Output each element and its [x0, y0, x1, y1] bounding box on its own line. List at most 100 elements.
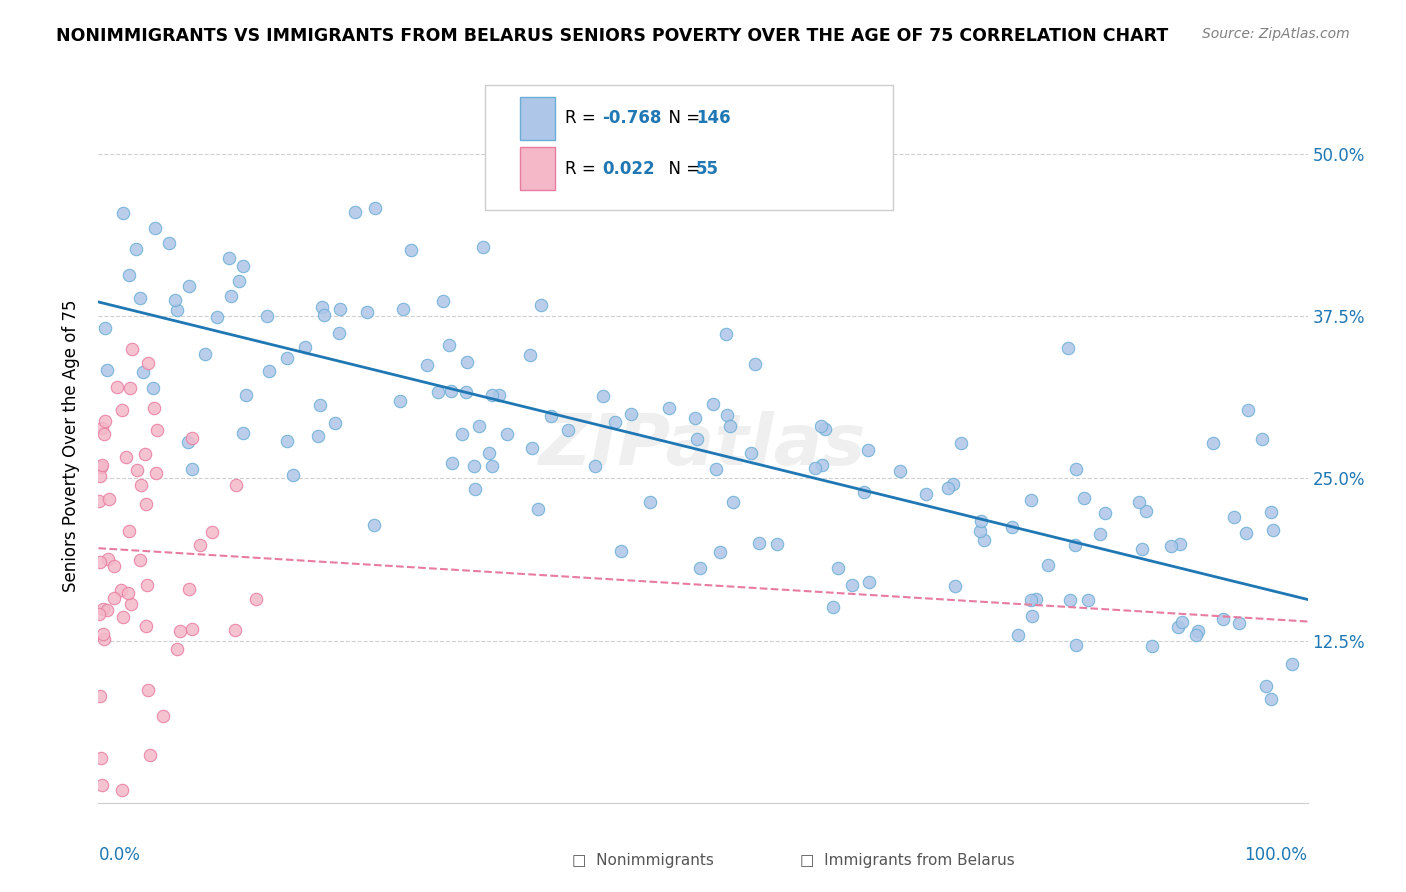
Point: [943, 578, 966, 592]
Point: [451, 427, 474, 442]
Point: [520, 442, 543, 456]
Point: [89, 689, 111, 703]
Point: [294, 340, 316, 354]
Point: [686, 432, 709, 446]
Point: [744, 357, 766, 371]
Point: [166, 302, 188, 317]
Y-axis label: Seniors Poverty Over the Age of 75: Seniors Poverty Over the Age of 75: [62, 300, 80, 592]
Point: [145, 466, 167, 480]
Point: [969, 514, 991, 528]
Point: [344, 205, 367, 219]
Point: [1135, 504, 1157, 518]
Point: [821, 599, 844, 614]
Point: [257, 364, 280, 378]
Point: [96, 603, 118, 617]
Point: [194, 347, 217, 361]
Point: [440, 456, 463, 470]
Point: [93, 602, 115, 616]
Point: [325, 416, 347, 430]
Point: [152, 709, 174, 723]
Point: [1019, 492, 1042, 507]
Point: [685, 411, 707, 425]
Text: NONIMMIGRANTS VS IMMIGRANTS FROM BELARUS SENIORS POVERTY OVER THE AGE OF 75 CORR: NONIMMIGRANTS VS IMMIGRANTS FROM BELARUS…: [56, 27, 1168, 45]
Point: [96, 362, 118, 376]
Point: [121, 342, 143, 356]
Point: [478, 446, 501, 460]
Text: N =: N =: [658, 110, 706, 128]
Point: [245, 592, 267, 607]
Point: [392, 301, 415, 316]
Point: [125, 242, 148, 256]
Point: [90, 458, 112, 472]
Point: [810, 419, 832, 434]
Point: [1185, 627, 1208, 641]
Point: [464, 482, 486, 496]
Point: [766, 537, 789, 551]
Point: [103, 558, 125, 573]
Text: -0.768: -0.768: [602, 110, 661, 128]
Point: [276, 351, 298, 366]
Point: [136, 356, 159, 370]
Point: [1128, 494, 1150, 508]
Point: [169, 624, 191, 639]
Point: [827, 561, 849, 575]
Point: [1234, 525, 1257, 540]
Point: [1171, 615, 1194, 630]
Point: [364, 201, 387, 215]
Point: [129, 291, 152, 305]
Point: [427, 384, 450, 399]
Point: [177, 582, 200, 596]
Point: [1140, 639, 1163, 653]
Point: [401, 243, 423, 257]
Text: 0.022: 0.022: [602, 160, 654, 178]
Point: [1260, 504, 1282, 518]
Point: [969, 524, 991, 538]
Point: [415, 358, 437, 372]
Point: [437, 338, 460, 352]
Point: [1064, 638, 1087, 652]
Point: [1227, 616, 1250, 631]
Point: [181, 431, 204, 445]
Point: [166, 642, 188, 657]
Point: [225, 478, 247, 492]
Text: 0.0%: 0.0%: [98, 846, 141, 863]
Point: [456, 354, 478, 368]
Point: [530, 297, 553, 311]
Point: [1001, 520, 1024, 534]
Point: [432, 294, 454, 309]
Point: [180, 462, 202, 476]
Point: [388, 393, 411, 408]
Point: [1223, 509, 1246, 524]
Point: [221, 289, 243, 303]
Point: [120, 597, 142, 611]
Point: [142, 381, 165, 395]
Point: [1090, 527, 1112, 541]
Point: [973, 533, 995, 548]
Point: [235, 388, 257, 402]
Point: [1281, 657, 1303, 672]
Point: [329, 302, 352, 317]
Point: [143, 401, 166, 416]
Point: [858, 574, 880, 589]
Point: [689, 561, 711, 575]
Point: [201, 524, 224, 539]
Point: [1251, 432, 1274, 446]
Point: [914, 486, 936, 500]
Point: [118, 381, 141, 395]
Point: [1160, 539, 1182, 553]
Point: [111, 403, 134, 417]
Point: [309, 398, 332, 412]
Point: [495, 426, 517, 441]
Text: □  Immigrants from Belarus: □ Immigrants from Belarus: [800, 853, 1015, 868]
Point: [714, 326, 737, 341]
Point: [1025, 591, 1047, 606]
Point: [363, 518, 385, 533]
Point: [115, 450, 138, 464]
Point: [609, 544, 631, 558]
Point: [583, 459, 606, 474]
Point: [136, 577, 159, 591]
Point: [118, 524, 141, 538]
Point: [89, 607, 111, 621]
Point: [132, 365, 155, 379]
Point: [139, 748, 162, 763]
